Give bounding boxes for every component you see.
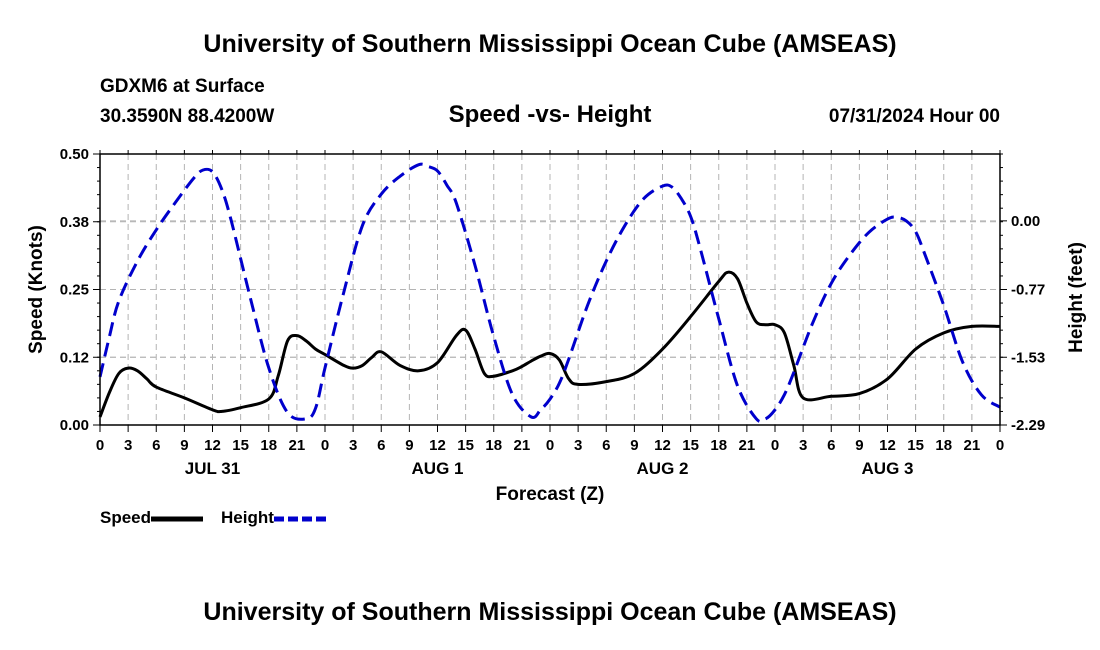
x-tick-label: 3 <box>349 437 357 454</box>
x-tick-label: 3 <box>574 437 582 454</box>
y-left-tick-label: 0.00 <box>60 417 89 434</box>
legend: Speed Height <box>100 508 330 528</box>
x-tick-label: 18 <box>485 437 502 454</box>
x-tick-label: 6 <box>602 437 610 454</box>
x-tick-label: 0 <box>771 437 779 454</box>
grid-layer <box>100 154 1000 425</box>
x-tick-label: 18 <box>935 437 952 454</box>
x-tick-label: 0 <box>546 437 554 454</box>
series-layer <box>98 162 1001 424</box>
x-tick-label: 6 <box>152 437 160 454</box>
legend-height-swatch <box>273 516 326 522</box>
chart-title: Speed -vs- Height <box>448 101 652 128</box>
x-tick-label: 9 <box>855 437 863 454</box>
page-title-top: University of Southern Mississippi Ocean… <box>203 30 897 58</box>
x-tick-label: 6 <box>827 437 835 454</box>
day-label: AUG 1 <box>412 459 464 478</box>
axis-layer: 0 3 6 9 12 15 18 21 0 3 6 9 12 15 18 21 0 3 6 9 12 15 18 21 0 3 6 9… <box>60 146 1045 478</box>
legend-speed-label: Speed <box>100 508 152 527</box>
x-tick-label: 21 <box>514 437 531 454</box>
x-tick-label: 3 <box>799 437 807 454</box>
page-title-bottom: University of Southern Mississippi Ocean… <box>203 598 897 626</box>
station-label: GDXM6 at Surface <box>100 76 265 97</box>
legend-height-label: Height <box>221 508 274 527</box>
y-right-tick-label: -0.77 <box>1011 282 1045 299</box>
x-tick-label: 15 <box>907 437 924 454</box>
x-tick-label: 15 <box>457 437 474 454</box>
x-tick-label: 12 <box>429 437 446 454</box>
timestamp-label: 07/31/2024 Hour 00 <box>828 106 1000 127</box>
y-left-tick-label: 0.38 <box>60 214 89 231</box>
x-tick-label: 0 <box>996 437 1004 454</box>
y-right-tick-label: 0.00 <box>1011 213 1040 230</box>
x-tick-label: 12 <box>879 437 896 454</box>
legend-speed-swatch <box>151 516 204 522</box>
day-label: AUG 2 <box>637 459 689 478</box>
x-tick-label: 12 <box>204 437 221 454</box>
day-label: AUG 3 <box>862 459 914 478</box>
y-left-tick-label: 0.12 <box>60 349 89 366</box>
x-tick-label: 15 <box>232 437 249 454</box>
y-axis-right-title: Height (feet) <box>1066 242 1087 353</box>
series-line-speed <box>98 270 1001 418</box>
x-axis-title: Forecast (Z) <box>496 484 605 505</box>
x-tick-label: 18 <box>710 437 727 454</box>
day-label: JUL 31 <box>185 459 240 478</box>
y-left-tick-label: 0.50 <box>60 146 89 163</box>
x-tick-label: 12 <box>654 437 671 454</box>
y-right-tick-label: -2.29 <box>1011 417 1045 434</box>
x-tick-label: 15 <box>682 437 699 454</box>
x-tick-label: 21 <box>289 437 306 454</box>
x-tick-label: 9 <box>630 437 638 454</box>
x-tick-label: 3 <box>124 437 132 454</box>
location-label: 30.3590N 88.4200W <box>100 106 275 127</box>
y-axis-left-title: Speed (Knots) <box>26 225 47 354</box>
x-tick-label: 9 <box>180 437 188 454</box>
x-tick-label: 21 <box>739 437 756 454</box>
x-tick-label: 0 <box>96 437 104 454</box>
x-tick-label: 6 <box>377 437 385 454</box>
x-tick-label: 9 <box>405 437 413 454</box>
x-tick-label: 21 <box>964 437 981 454</box>
y-right-tick-label: -1.53 <box>1011 349 1045 366</box>
x-tick-label: 18 <box>260 437 277 454</box>
x-tick-label: 0 <box>321 437 329 454</box>
series-line-height <box>98 162 1001 424</box>
y-left-tick-label: 0.25 <box>60 282 89 299</box>
